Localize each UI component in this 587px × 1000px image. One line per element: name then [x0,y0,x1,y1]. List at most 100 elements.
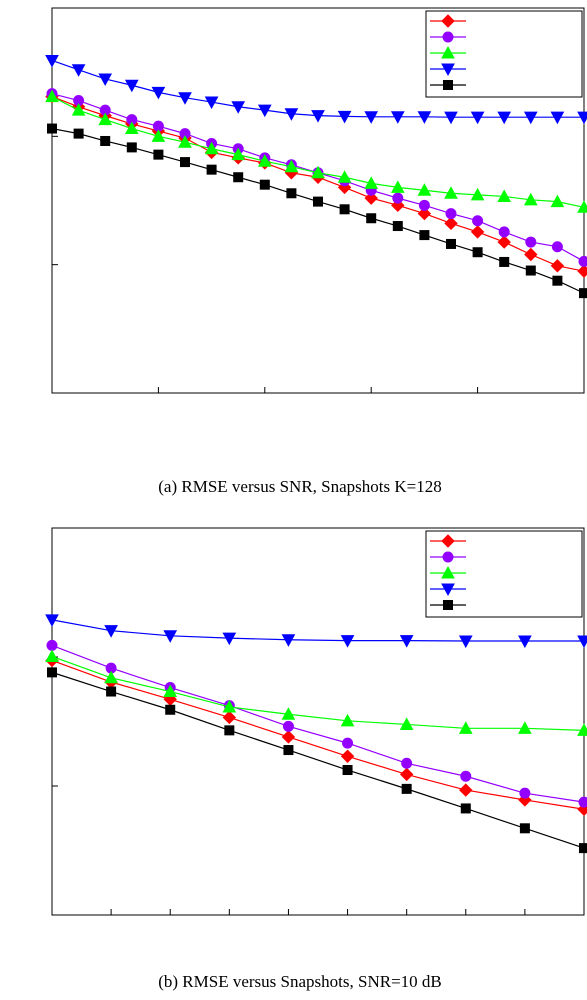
marker [364,111,379,124]
marker [443,600,453,610]
marker [472,215,484,227]
marker [340,713,355,727]
marker [222,632,237,646]
marker [45,649,59,662]
marker [340,635,355,648]
marker [441,534,455,548]
marker [472,247,483,258]
marker [523,111,538,125]
marker [579,843,587,854]
marker [282,720,294,732]
marker [340,749,355,763]
marker [313,196,323,207]
series-line [51,671,585,849]
marker [519,823,530,834]
marker [577,635,587,649]
marker [578,255,587,267]
marker [459,783,473,797]
marker [257,104,272,118]
marker [417,206,432,221]
series-line [51,619,584,642]
marker [231,147,246,161]
marker [578,796,587,808]
marker [445,208,457,220]
marker [418,199,430,211]
marker [579,288,587,299]
marker [286,188,297,199]
marker [550,259,565,273]
marker [399,767,414,782]
marker [224,725,235,736]
marker [311,165,325,179]
marker [577,200,587,213]
marker [390,180,405,193]
marker [284,159,299,173]
marker [222,699,237,713]
marker [441,565,455,579]
marker [71,103,86,116]
marker [45,89,59,103]
marker [441,45,455,59]
marker [401,757,413,769]
marker [470,225,485,239]
marker [206,164,217,175]
marker [524,247,538,262]
marker [470,111,485,125]
marker [204,96,219,110]
marker [337,110,352,124]
marker [446,238,456,249]
marker [257,154,272,167]
marker [165,704,176,715]
marker [460,770,472,782]
marker [222,710,237,725]
marker [45,614,59,627]
marker [525,236,537,248]
marker [497,189,512,202]
marker [443,80,453,90]
marker [163,684,178,698]
marker [577,111,587,125]
marker [458,635,473,649]
marker [45,54,59,68]
marker [180,157,190,168]
marker [233,172,244,183]
caption: (a) RMSE versus SNR, Snapshots K=128 [158,477,442,496]
marker [364,191,378,205]
marker [401,783,412,794]
marker [104,625,118,638]
marker [281,730,296,744]
marker [284,108,299,121]
marker [231,101,246,114]
marker [399,635,414,648]
marker [441,583,455,597]
marker [342,737,354,749]
marker [497,111,512,125]
marker [523,192,538,206]
series-line [51,659,585,810]
marker [518,721,532,734]
marker [71,64,86,77]
plot-frame [51,527,585,916]
marker [550,194,565,208]
marker [151,129,166,142]
marker [151,86,166,100]
marker [577,264,587,278]
marker [499,256,510,267]
marker [126,142,137,153]
marker [124,121,139,135]
marker [442,551,454,563]
marker [392,192,404,204]
marker [47,123,57,134]
marker [100,135,111,146]
marker [283,745,294,756]
marker [73,128,84,139]
marker [98,73,113,86]
marker [470,187,485,201]
marker [441,14,455,28]
marker [337,170,352,183]
marker [311,110,325,123]
marker [106,686,117,697]
marker [281,634,296,647]
marker [497,235,511,249]
